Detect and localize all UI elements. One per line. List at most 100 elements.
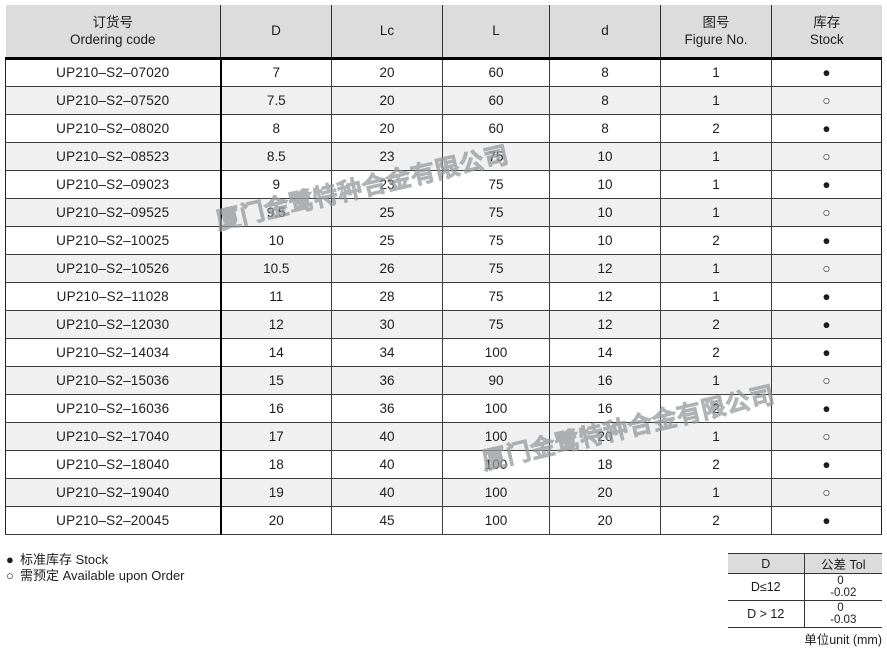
L-cell: 75 <box>442 226 550 255</box>
stock-indicator: ○ <box>771 254 882 283</box>
Lc-cell: 25 <box>331 226 443 255</box>
table-row: UP210–S2–11028 11 28 75 12 1 ● <box>5 282 882 311</box>
tol-header-D: D <box>728 553 804 574</box>
Lc-cell: 45 <box>331 506 443 535</box>
table-row: UP210–S2–14034 14 34 100 14 2 ● <box>5 338 882 367</box>
Lc-cell: 36 <box>331 394 443 423</box>
L-cell: 100 <box>442 478 550 507</box>
D-cell: 9.5 <box>219 198 332 227</box>
tol-upper: 0 <box>837 602 844 614</box>
L-cell: 100 <box>442 450 550 479</box>
d-cell: 12 <box>549 254 661 283</box>
col-header-D: D <box>220 5 332 60</box>
ordering-code-cell: UP210–S2–07520 <box>5 86 221 115</box>
stock-indicator: ● <box>771 58 882 87</box>
D-cell: 11 <box>219 282 332 311</box>
table-row: UP210–S2–12030 12 30 75 12 2 ● <box>5 310 882 339</box>
table-row: UP210–S2–16036 16 36 100 16 2 ● <box>5 394 882 423</box>
D-cell: 19 <box>219 478 332 507</box>
figure-no-cell: 2 <box>660 114 772 143</box>
stock-indicator: ○ <box>771 478 882 507</box>
d-cell: 20 <box>549 478 661 507</box>
L-cell: 75 <box>442 198 550 227</box>
L-cell: 75 <box>442 310 550 339</box>
figure-no-cell: 2 <box>660 226 772 255</box>
open-circle-icon: ○ <box>6 568 14 583</box>
table-header: 订货号 Ordering code D Lc L d 图号 Figure No.… <box>5 5 882 60</box>
table-row: UP210–S2–08523 8.5 23 75 10 1 ○ <box>5 142 882 171</box>
figure-no-cell: 1 <box>660 422 772 451</box>
d-cell: 20 <box>549 422 661 451</box>
tol-range-cell: D≤12 <box>728 573 804 601</box>
ordering-code-cell: UP210–S2–15036 <box>5 366 221 395</box>
figure-no-cell: 1 <box>660 366 772 395</box>
d-cell: 8 <box>549 114 661 143</box>
D-cell: 18 <box>219 450 332 479</box>
table-row: UP210–S2–19040 19 40 100 20 1 ○ <box>5 478 882 507</box>
Lc-cell: 36 <box>331 366 443 395</box>
L-cell: 60 <box>442 86 550 115</box>
col-header-L: L <box>442 5 550 60</box>
stock-indicator: ● <box>771 226 882 255</box>
table-row: UP210–S2–18040 18 40 100 18 2 ● <box>5 450 882 479</box>
table-row: UP210–S2–20045 20 45 100 20 2 ● <box>5 506 882 535</box>
L-cell: 60 <box>442 58 550 87</box>
Lc-cell: 28 <box>331 282 443 311</box>
tolerance-row: D≤12 0 -0.02 <box>728 573 882 601</box>
d-cell: 14 <box>549 338 661 367</box>
stock-legend: ● 标准库存 Stock ○ 需预定 Available upon Order <box>6 552 185 584</box>
Lc-cell: 34 <box>331 338 443 367</box>
tol-header-tol: 公差 Tol <box>803 553 882 574</box>
d-cell: 10 <box>549 226 661 255</box>
ordering-code-cell: UP210–S2–09023 <box>5 170 221 199</box>
L-cell: 100 <box>442 506 550 535</box>
figure-no-cell: 2 <box>660 394 772 423</box>
D-cell: 10.5 <box>219 254 332 283</box>
L-cell: 100 <box>442 338 550 367</box>
ordering-code-cell: UP210–S2–16036 <box>5 394 221 423</box>
D-cell: 17 <box>219 422 332 451</box>
d-cell: 18 <box>549 450 661 479</box>
d-cell: 10 <box>549 198 661 227</box>
d-cell: 12 <box>549 282 661 311</box>
ordering-code-cell: UP210–S2–10526 <box>5 254 221 283</box>
figure-no-cell: 1 <box>660 478 772 507</box>
col-header-d: d <box>549 5 661 60</box>
Lc-cell: 25 <box>331 198 443 227</box>
stock-indicator: ● <box>771 506 882 535</box>
Lc-cell: 23 <box>331 142 443 171</box>
table-row: UP210–S2–10025 10 25 75 10 2 ● <box>5 226 882 255</box>
Lc-cell: 20 <box>331 86 443 115</box>
D-cell: 14 <box>219 338 332 367</box>
Lc-cell: 20 <box>331 114 443 143</box>
table-row: UP210–S2–15036 15 36 90 16 1 ○ <box>5 366 882 395</box>
stock-indicator: ● <box>771 394 882 423</box>
ordering-code-cell: UP210–S2–12030 <box>5 310 221 339</box>
tolerance-stack: 0 -0.02 <box>830 575 856 599</box>
Lc-cell: 40 <box>331 450 443 479</box>
ordering-code-cell: UP210–S2–20045 <box>5 506 221 535</box>
table-body: UP210–S2–07020 7 20 60 8 1 ● UP210–S2–07… <box>5 58 882 535</box>
col-header-figure-no: 图号 Figure No. <box>660 5 772 60</box>
table-row: UP210–S2–07520 7.5 20 60 8 1 ○ <box>5 86 882 115</box>
table-row: UP210–S2–17040 17 40 100 20 1 ○ <box>5 422 882 451</box>
col-header-figure-zh: 图号 <box>702 14 730 30</box>
d-cell: 20 <box>549 506 661 535</box>
legend-label: 需预定 Available upon Order <box>20 568 185 583</box>
table-row: UP210–S2–10526 10.5 26 75 12 1 ○ <box>5 254 882 283</box>
tolerance-row: D > 12 0 -0.03 <box>728 600 882 628</box>
col-header-stock: 库存 Stock <box>771 5 882 60</box>
figure-no-cell: 1 <box>660 86 772 115</box>
tol-value-cell: 0 -0.02 <box>803 573 882 601</box>
stock-indicator: ● <box>771 170 882 199</box>
D-cell: 15 <box>219 366 332 395</box>
stock-indicator: ● <box>771 450 882 479</box>
stock-indicator: ● <box>771 114 882 143</box>
L-cell: 75 <box>442 142 550 171</box>
stock-indicator: ○ <box>771 142 882 171</box>
Lc-cell: 20 <box>331 58 443 87</box>
stock-indicator: ○ <box>771 366 882 395</box>
tol-lower: -0.02 <box>830 587 857 599</box>
table-row: UP210–S2–09525 9.5 25 75 10 1 ○ <box>5 198 882 227</box>
